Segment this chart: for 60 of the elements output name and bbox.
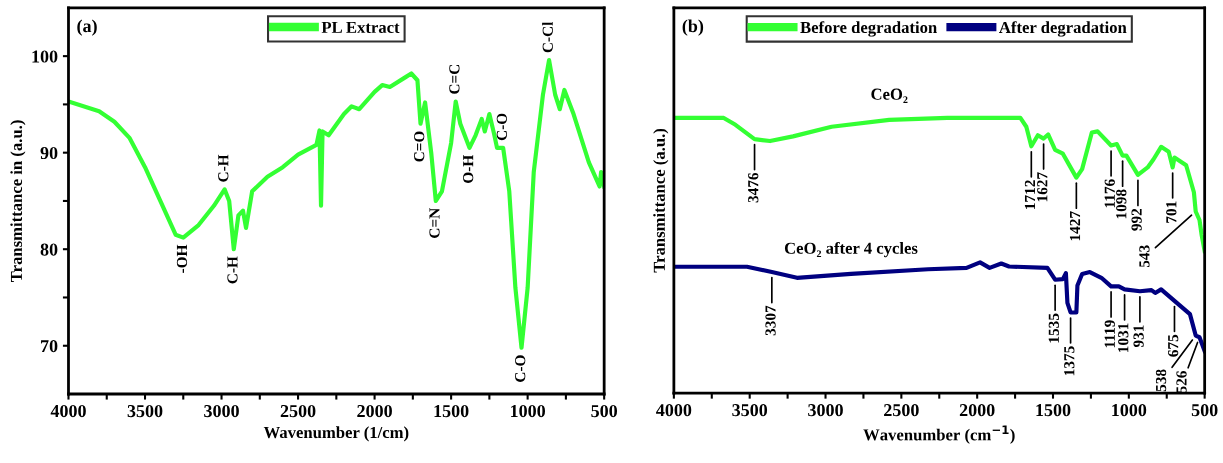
annotation: 526	[1176, 371, 1187, 393]
annotation: 1627	[1037, 172, 1048, 202]
annotation: 701	[1166, 201, 1177, 223]
x-tick-label: 500	[1191, 404, 1218, 417]
x-tick-label: 3000	[808, 404, 843, 417]
x-axis-title: Wavenumber (1/cm)	[263, 426, 409, 442]
annotation: C-O	[496, 113, 507, 141]
legend-label: Before degradation	[800, 21, 937, 37]
annotation: 931	[1133, 325, 1144, 348]
annotation: -OH	[176, 244, 188, 273]
annotation: 538	[1155, 369, 1167, 392]
annotation: CeO₂ after 4 cycles	[784, 241, 918, 258]
y-tick-label: 90	[40, 146, 58, 160]
x-tick-label: 4000	[50, 404, 86, 418]
annotation: 543	[1139, 245, 1150, 268]
x-tick-label: 3500	[732, 404, 768, 417]
annotation: (a)	[77, 19, 97, 36]
annotation: 1119	[1104, 320, 1115, 348]
text: (b)	[682, 19, 704, 36]
annotation: 1427	[1069, 211, 1081, 241]
x-tick-label: 500	[591, 404, 618, 418]
annotation: 1031	[1118, 323, 1129, 353]
annotation: 1712	[1024, 180, 1035, 209]
annotation: 3307	[765, 305, 776, 336]
x-tick-label: 3500	[127, 404, 163, 418]
x-tick-label: 4000	[656, 404, 692, 417]
y-tick-label: 80	[40, 243, 58, 256]
x-tick-label: 2500	[884, 404, 919, 417]
annotation: C=N	[429, 208, 440, 238]
x-tick-label: 1500	[1036, 404, 1071, 417]
y-tick-label: 70	[41, 340, 58, 353]
legend-label: PL Extract	[321, 21, 400, 34]
annotation: CeO₂	[871, 88, 908, 103]
annotation: 3476	[748, 172, 759, 203]
annotation: 992	[1131, 208, 1142, 231]
y-axis-title: Transmittance (a.u.)	[653, 128, 669, 273]
x-tick-label: 2000	[959, 404, 995, 417]
annotation: 1535	[1048, 313, 1059, 343]
line-series	[68, 57, 605, 350]
annotation: 1098	[1116, 189, 1127, 219]
legend-label: After degradation	[999, 21, 1127, 37]
y-tick-label: 100	[32, 50, 58, 63]
annotation: C-Cl	[542, 21, 553, 53]
x-tick-label: 2500	[280, 404, 316, 418]
annotation: C=C	[449, 64, 460, 94]
x-tick-label: 1500	[434, 404, 469, 418]
y-axis-title: Transmittance in (a.u.)	[10, 120, 26, 283]
annotation: 1375	[1064, 346, 1075, 376]
annotation: C-H	[227, 256, 238, 284]
annotation: C-H	[218, 154, 229, 182]
x-tick-label: 2000	[357, 404, 392, 418]
annotation: C=O	[414, 131, 425, 162]
x-tick-label: 3000	[204, 404, 239, 418]
annotation: 1176	[1104, 179, 1115, 208]
annotation: C-O	[515, 355, 526, 382]
x-tick-label: 1000	[1112, 404, 1147, 417]
x-axis-title: Wavenumber (cm$^{−1}$)	[863, 425, 1015, 444]
x-tick-label: 1000	[511, 404, 545, 418]
annotation: 675	[1168, 334, 1179, 357]
annotation: O-H	[463, 155, 474, 183]
